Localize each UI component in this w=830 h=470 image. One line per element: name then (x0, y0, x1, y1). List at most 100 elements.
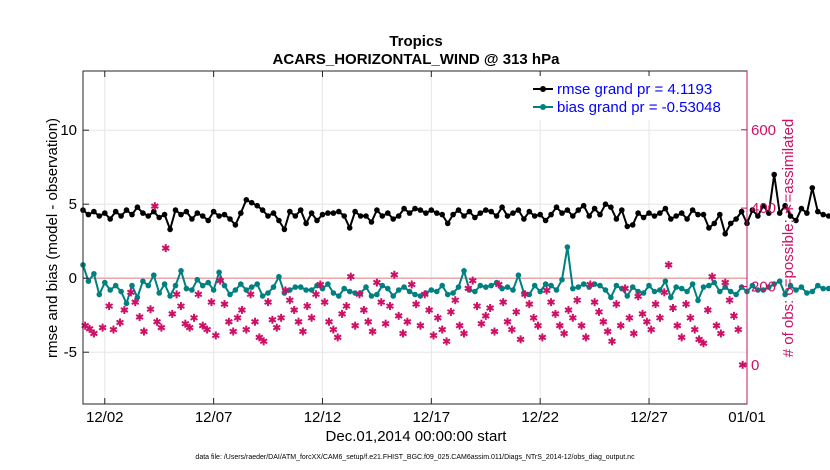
assimilated-marker (139, 327, 148, 336)
rmse-point (820, 211, 826, 218)
assimilated-marker (161, 244, 170, 253)
bias-point (102, 279, 108, 286)
assimilated-marker (416, 321, 425, 330)
assimilated-marker (298, 327, 307, 336)
assimilated-marker (494, 280, 503, 289)
rmse-point (183, 208, 190, 215)
rmse-point (499, 204, 505, 210)
y-left-tick-label: -5 (64, 344, 77, 361)
bias-point (199, 282, 206, 289)
bias-point (303, 287, 309, 293)
bias-point (722, 284, 728, 290)
assimilated-marker (629, 329, 638, 338)
rmse-point (526, 208, 533, 215)
assimilated-marker (311, 290, 320, 299)
bias-point (325, 281, 331, 287)
x-axis-label: Dec.01,2014 00:00:00 start (326, 428, 508, 445)
bias-point (695, 297, 701, 304)
rmse-point (243, 197, 250, 203)
rmse-point (91, 208, 97, 215)
data-file-footnote: data file: /Users/raeder/DAI/ATM_forcXX/… (195, 454, 635, 461)
rmse-point (646, 210, 652, 216)
rmse-point (673, 213, 679, 219)
y-left-axis-label: rmse and bias (model - observation) (44, 118, 61, 358)
assimilated-marker (564, 305, 573, 314)
rmse-point (684, 216, 690, 222)
bias-point (809, 288, 816, 295)
assimilated-marker (464, 284, 473, 293)
bias-point (395, 287, 402, 293)
bias-point (531, 282, 538, 289)
assimilated-marker (460, 329, 468, 338)
assimilated-marker (590, 298, 599, 307)
bias-point (428, 287, 435, 293)
assimilated-marker (660, 288, 669, 297)
rmse-point (787, 213, 794, 219)
rmse-point (221, 211, 228, 218)
assimilated-marker (551, 309, 560, 318)
bias-point (385, 285, 391, 292)
bias-point (499, 285, 505, 292)
rmse-point (597, 211, 603, 218)
assimilated-marker (412, 300, 421, 309)
assimilated-marker (237, 305, 246, 314)
assimilated-marker (603, 327, 612, 336)
assimilated-marker (682, 300, 691, 309)
rmse-point (330, 210, 337, 216)
rmse-point (134, 204, 141, 210)
assimilated-marker (399, 329, 408, 338)
assimilated-marker (503, 317, 512, 326)
rmse-point (804, 210, 810, 216)
assimilated-marker (89, 329, 98, 338)
y-left-axis-ticks: -5 0 5 10 (60, 122, 89, 361)
bias-point (368, 293, 375, 299)
bias-point (112, 282, 119, 289)
bias-point (542, 281, 549, 287)
assimilated-marker (468, 276, 477, 285)
assimilated-marker (616, 321, 625, 330)
bias-point (755, 287, 761, 293)
assimilated-marker (490, 327, 499, 336)
bias-point (798, 284, 805, 290)
rmse-point (635, 210, 641, 216)
rmse-point (483, 207, 489, 213)
assimilated-marker (425, 305, 434, 314)
rmse-point (216, 213, 222, 219)
assimilated-marker (560, 329, 569, 338)
bias-point (825, 285, 830, 292)
bias-point (227, 291, 233, 298)
assimilated-marker (677, 333, 686, 342)
assimilated-marker (721, 278, 730, 287)
rmse-point (570, 213, 576, 219)
assimilated-marker (512, 307, 521, 316)
y-right-tick-label: 600 (751, 122, 776, 139)
rmse-point (575, 207, 582, 213)
bias-point (91, 271, 97, 277)
rmse-point (662, 205, 669, 212)
assimilated-marker (255, 333, 264, 342)
bias-point (515, 272, 522, 279)
assimilated-marker (351, 321, 360, 330)
assimilated-marker (355, 290, 364, 299)
rmse-point (580, 202, 587, 209)
rmse-point (657, 210, 663, 216)
assimilated-marker (612, 300, 621, 309)
x-tick-label: 12/02 (86, 409, 124, 426)
rmse-point (733, 216, 739, 222)
rmse-point (678, 210, 685, 216)
rmse-point (537, 211, 543, 218)
rmse-point (776, 210, 783, 216)
rmse-point (194, 210, 201, 216)
bias-point (183, 285, 190, 292)
assimilated-marker (690, 325, 699, 334)
bias-point (673, 284, 679, 290)
assimilated-marker (577, 321, 586, 330)
assimilated-marker (573, 296, 582, 305)
bias-point (651, 288, 658, 295)
rmse-point (412, 205, 418, 212)
rmse-point (199, 213, 206, 219)
rmse-point (602, 201, 609, 207)
rmse-point (613, 216, 620, 222)
x-tick-label: 12/17 (413, 409, 451, 426)
assimilated-marker (699, 339, 708, 348)
